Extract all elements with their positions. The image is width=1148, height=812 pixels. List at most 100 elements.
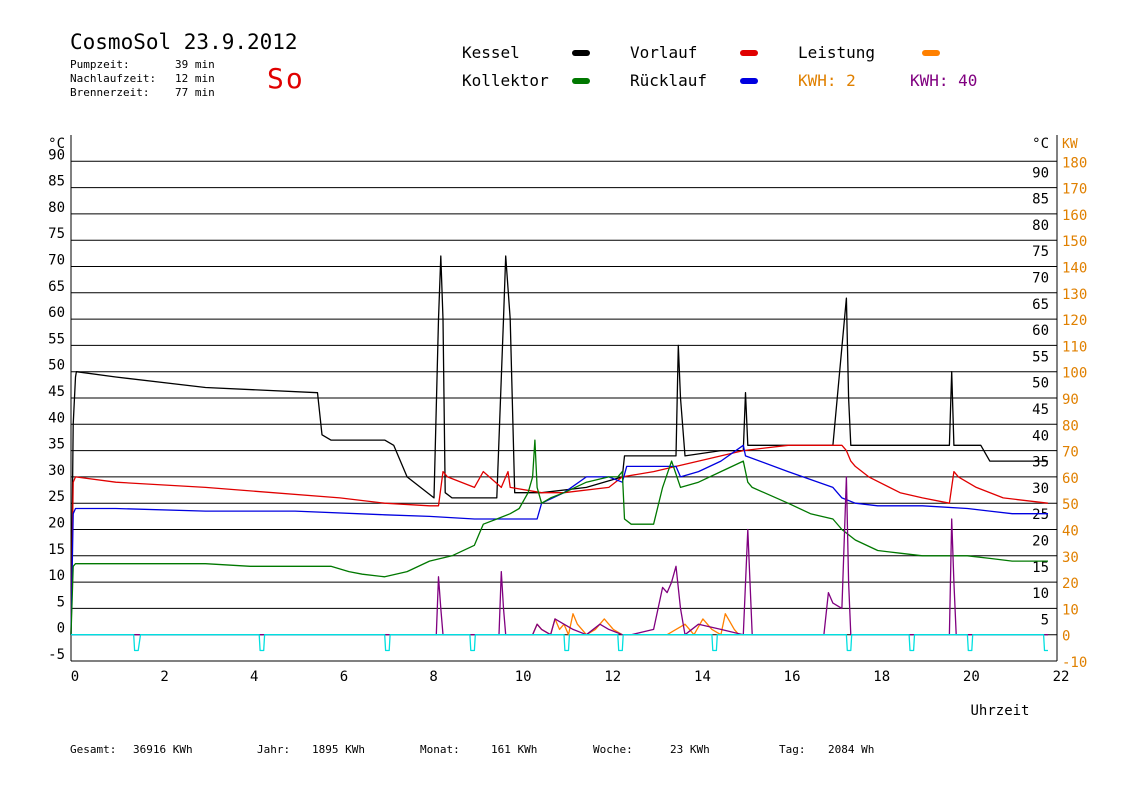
- y-tick-label-right: 65: [1032, 297, 1049, 313]
- legend-swatch-kessel: [572, 50, 590, 56]
- y-tick-label-left: 10: [48, 568, 65, 584]
- y-tick-label-power: 120: [1062, 313, 1087, 329]
- y-tick-label-power: 40: [1062, 524, 1079, 540]
- x-tick-label: 0: [71, 669, 79, 685]
- x-tick-label: 4: [250, 669, 258, 685]
- y-tick-label-right: 25: [1032, 507, 1049, 523]
- y-tick-label-power: 100: [1062, 366, 1087, 382]
- stat-label-nachlaufzeit: Nachlaufzeit:: [70, 72, 157, 85]
- series-line-vorlauf: [70, 444, 1049, 635]
- series-line-pump: [71, 634, 1048, 652]
- legend-kwh-orange: KWH: 2: [798, 71, 856, 90]
- y-tick-label-right: 50: [1032, 376, 1049, 392]
- y-tick-label-power: 50: [1062, 497, 1079, 513]
- x-tick-label: 22: [1053, 669, 1070, 685]
- y-tick-label-left: 60: [48, 305, 65, 321]
- legend-vorlauf: Vorlauf: [630, 43, 698, 62]
- x-tick-label: 10: [515, 669, 532, 685]
- y-tick-label-power: 150: [1062, 234, 1087, 250]
- y-tick-label-right: 75: [1032, 244, 1049, 260]
- x-tick-label: 16: [784, 669, 801, 685]
- footer-woche-label: Woche:: [593, 743, 633, 756]
- y-axis-unit-right: °C: [1032, 136, 1049, 152]
- legend-leistung: Leistung: [798, 43, 876, 62]
- legend-ruecklauf: Rücklauf: [630, 71, 708, 90]
- y-tick-label-left: 45: [48, 384, 65, 400]
- footer-monat-label: Monat:: [420, 743, 460, 756]
- y-tick-label-power: -10: [1062, 655, 1087, 671]
- stat-label-brennerzeit: Brennerzeit:: [70, 86, 150, 99]
- footer-woche-value: 23 KWh: [670, 743, 710, 756]
- y-tick-label-power: 20: [1062, 576, 1079, 592]
- y-tick-label-right: 85: [1032, 192, 1049, 208]
- y-tick-label-power: 130: [1062, 287, 1087, 303]
- stat-value-pumpzeit: 39 min: [175, 58, 215, 71]
- y-axis-unit-power: KW: [1062, 137, 1078, 152]
- y-tick-label-left: 20: [48, 516, 65, 532]
- y-tick-label-right: 80: [1032, 218, 1049, 234]
- y-tick-label-left: 15: [48, 542, 65, 558]
- y-tick-label-power: 170: [1062, 182, 1087, 198]
- stat-label-pumpzeit: Pumpzeit:: [70, 58, 130, 71]
- y-tick-label-right: 55: [1032, 349, 1049, 365]
- y-tick-label-right: 60: [1032, 323, 1049, 339]
- stat-value-brennerzeit: 77 min: [175, 86, 215, 99]
- series-line-kwh_purple: [71, 476, 1048, 636]
- y-tick-label-power: 30: [1062, 550, 1079, 566]
- y-tick-label-power: 160: [1062, 208, 1087, 224]
- footer-jahr-value: 1895 KWh: [312, 743, 365, 756]
- x-tick-label: 6: [340, 669, 348, 685]
- y-tick-label-right: 70: [1032, 271, 1049, 287]
- y-tick-label-right: 30: [1032, 481, 1049, 497]
- y-tick-label-power: 10: [1062, 602, 1079, 618]
- legend-swatch-kollektor: [572, 78, 590, 84]
- footer-gesamt-label: Gesamt:: [70, 743, 117, 756]
- x-tick-label: 14: [694, 669, 711, 685]
- x-axis-label: Uhrzeit: [970, 703, 1029, 719]
- y-tick-label-right: 40: [1032, 428, 1049, 444]
- y-tick-label-power: 180: [1062, 155, 1087, 171]
- y-tick-label-power: 0: [1062, 629, 1070, 645]
- y-tick-label-left: 65: [48, 279, 65, 295]
- legend-kollektor: Kollektor: [462, 71, 549, 90]
- weekday-label: So: [267, 62, 305, 95]
- y-tick-label-power: 80: [1062, 418, 1079, 434]
- y-tick-label-power: 140: [1062, 261, 1087, 277]
- y-tick-label-right: 20: [1032, 534, 1049, 550]
- y-axis-unit-left: °C: [48, 136, 65, 152]
- y-tick-label-power: 110: [1062, 339, 1087, 355]
- x-tick-label: 20: [963, 669, 980, 685]
- y-tick-label-left: 5: [57, 594, 65, 610]
- x-tick-label: 8: [429, 669, 437, 685]
- y-tick-label-left: 25: [48, 489, 65, 505]
- legend-swatch-vorlauf: [740, 50, 758, 56]
- series-line-leistung: [532, 613, 744, 636]
- y-tick-label-left: 70: [48, 253, 65, 269]
- y-tick-label-left: 50: [48, 358, 65, 374]
- y-tick-label-right: 45: [1032, 402, 1049, 418]
- footer-monat-value: 161 KWh: [491, 743, 538, 756]
- y-tick-label-power: 90: [1062, 392, 1079, 408]
- legend-kessel: Kessel: [462, 43, 520, 62]
- legend-swatch-ruecklauf: [740, 78, 758, 84]
- y-tick-label-right: 35: [1032, 455, 1049, 471]
- y-tick-label-left: 30: [48, 463, 65, 479]
- y-tick-label-left: 40: [48, 410, 65, 426]
- y-tick-label-right: 90: [1032, 165, 1049, 181]
- y-tick-label-left: 90: [48, 147, 65, 163]
- y-tick-label-power: 70: [1062, 445, 1079, 461]
- stat-value-nachlaufzeit: 12 min: [175, 72, 215, 85]
- x-tick-label: 18: [873, 669, 890, 685]
- y-tick-label-left: -5: [48, 647, 65, 663]
- chart-title: CosmoSol 23.9.2012: [70, 30, 298, 54]
- series-line-kollektor: [70, 439, 1048, 635]
- y-tick-label-left: 55: [48, 331, 65, 347]
- footer-tag-label: Tag:: [779, 743, 806, 756]
- y-tick-label-left: 0: [57, 621, 65, 637]
- footer-gesamt-value: 36916 KWh: [133, 743, 193, 756]
- x-tick-label: 2: [160, 669, 168, 685]
- series-line-ruecklauf: [70, 444, 1048, 635]
- y-tick-label-left: 80: [48, 200, 65, 216]
- y-tick-label-left: 75: [48, 226, 65, 242]
- x-tick-label: 12: [604, 669, 621, 685]
